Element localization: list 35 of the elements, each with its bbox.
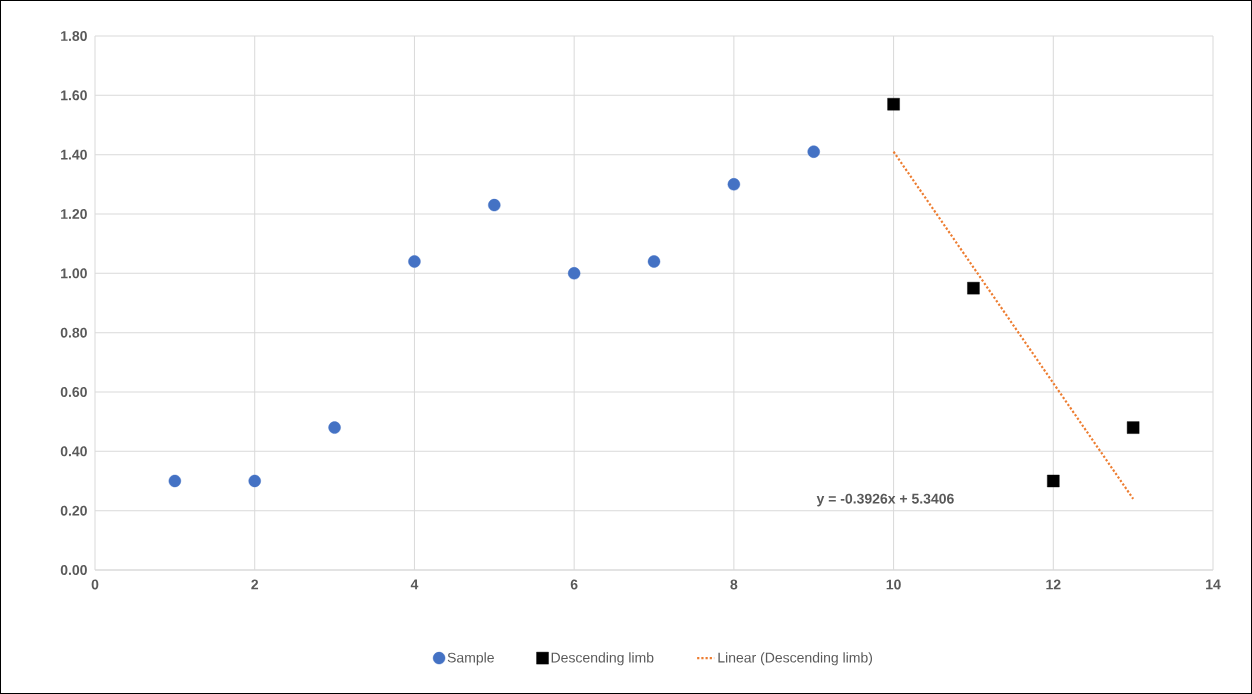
x-tick-label: 4 <box>410 579 419 590</box>
point <box>727 178 741 191</box>
point <box>567 267 581 280</box>
y-tick-label: 1.20 <box>61 209 87 219</box>
y-tick-label: 0.40 <box>60 446 87 457</box>
point <box>408 255 421 268</box>
point <box>647 255 661 268</box>
point <box>807 145 820 158</box>
y-tick-label: 0.00 <box>60 565 87 575</box>
y-tick-label: 1.60 <box>61 90 87 101</box>
x-tick-label: 12 <box>1046 579 1061 590</box>
y-tick-label: 0.80 <box>60 327 87 338</box>
y-tick-label: 0.20 <box>60 505 87 516</box>
x-tick-label: 0 <box>91 579 99 590</box>
annotation: y = -0.3926x + 5.3406 <box>816 493 954 507</box>
point <box>328 421 341 434</box>
y-tick-label: 1.40 <box>61 149 87 160</box>
point <box>488 198 501 212</box>
point <box>168 474 182 488</box>
x-tick-label: 6 <box>570 579 578 590</box>
legend-label: Descending limb <box>551 652 654 666</box>
point <box>1126 421 1140 434</box>
x-tick-label: 10 <box>886 579 901 590</box>
point <box>967 281 980 295</box>
legend-label: Sample <box>447 652 494 666</box>
y-tick-label: 1.00 <box>61 268 87 279</box>
x-tick-label: 14 <box>1206 579 1221 590</box>
y-tick-label: 0.60 <box>60 387 87 397</box>
point <box>248 474 261 488</box>
legend-label: Linear (Descending limb) <box>718 652 873 666</box>
y-tick-label: 1.80 <box>61 31 87 41</box>
x-tick-label: 8 <box>730 579 738 590</box>
x-tick-label: 2 <box>251 579 259 590</box>
point <box>1047 474 1060 488</box>
point <box>887 98 900 111</box>
